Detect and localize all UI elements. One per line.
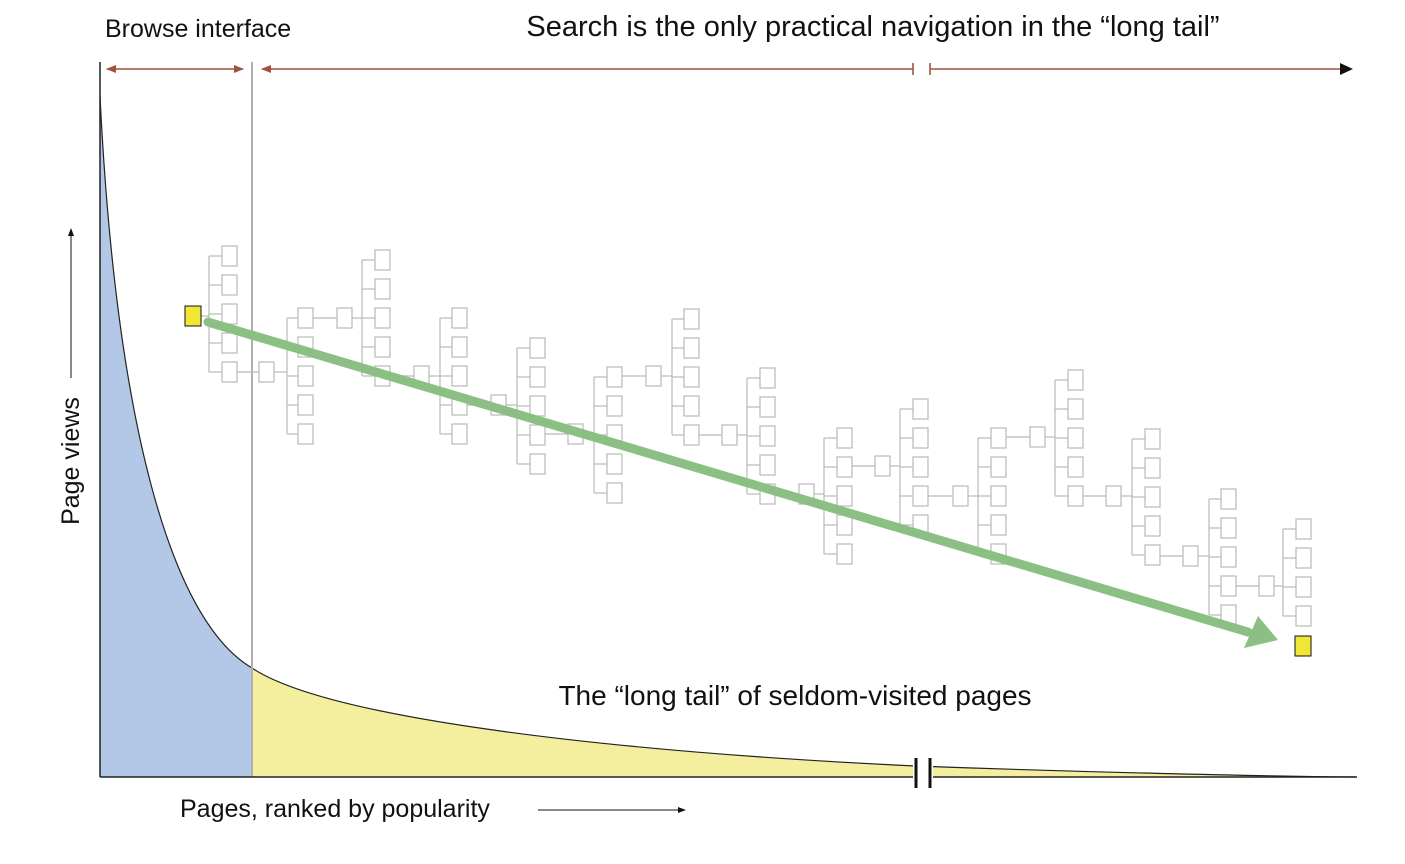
- page-node: [1295, 605, 1312, 627]
- double-bar-break-icon: [913, 758, 933, 788]
- page-node: [451, 365, 468, 387]
- page-node: [759, 425, 776, 447]
- page-node: [1258, 575, 1275, 597]
- popularity-curve: [99, 95, 1356, 778]
- page-node: [297, 423, 314, 445]
- page-node: [451, 307, 468, 329]
- page-node: [374, 307, 391, 329]
- page-node: [836, 456, 853, 478]
- site-page-tree: [201, 245, 1312, 627]
- page-node: [258, 361, 275, 383]
- page-node: [1067, 398, 1084, 420]
- page-node: [297, 365, 314, 387]
- page-node: [374, 249, 391, 271]
- page-node: [990, 427, 1007, 449]
- page-node: [1220, 488, 1237, 510]
- search-note-label: Search is the only practical navigation …: [526, 11, 1219, 43]
- page-node: [721, 424, 738, 446]
- yellow-square-icon: [184, 305, 202, 327]
- page-node: [1067, 369, 1084, 391]
- page-node: [374, 336, 391, 358]
- page-node: [529, 366, 546, 388]
- page-node: [606, 366, 623, 388]
- x-axis-label: Pages, ranked by popularity: [180, 795, 490, 823]
- page-node: [451, 336, 468, 358]
- browse-interface-label: Browse interface: [105, 15, 291, 43]
- page-node: [221, 361, 238, 383]
- page-node: [1144, 428, 1161, 450]
- page-node: [297, 307, 314, 329]
- page-node: [759, 396, 776, 418]
- page-node: [1067, 485, 1084, 507]
- page-node: [1067, 456, 1084, 478]
- page-node: [1220, 575, 1237, 597]
- page-node: [645, 365, 662, 387]
- page-node: [1295, 518, 1312, 540]
- page-node: [221, 245, 238, 267]
- page-node: [1220, 546, 1237, 568]
- page-node: [1029, 426, 1046, 448]
- page-node: [952, 485, 969, 507]
- page-node: [1144, 515, 1161, 537]
- page-node: [606, 395, 623, 417]
- page-node: [836, 485, 853, 507]
- x-axis-label-arrowhead: [678, 807, 686, 813]
- page-node: [912, 427, 929, 449]
- page-node: [912, 398, 929, 420]
- page-node: [683, 395, 700, 417]
- page-node: [606, 453, 623, 475]
- page-node: [683, 366, 700, 388]
- page-node: [1144, 486, 1161, 508]
- page-node: [529, 424, 546, 446]
- page-node: [683, 308, 700, 330]
- page-node: [336, 307, 353, 329]
- head-area: [100, 96, 252, 777]
- page-node: [912, 456, 929, 478]
- y-axis-label-arrowhead: [68, 228, 74, 236]
- page-node: [221, 274, 238, 296]
- page-node: [683, 337, 700, 359]
- page-node: [1144, 457, 1161, 479]
- page-node: [1144, 544, 1161, 566]
- page-node: [990, 514, 1007, 536]
- page-node: [683, 424, 700, 446]
- page-node: [874, 455, 891, 477]
- page-node: [836, 543, 853, 565]
- page-node: [1220, 517, 1237, 539]
- page-node: [221, 303, 238, 325]
- search-path-arrow: [203, 317, 1278, 648]
- page-node: [759, 367, 776, 389]
- page-node: [1182, 545, 1199, 567]
- page-node: [990, 456, 1007, 478]
- page-node: [1295, 547, 1312, 569]
- page-node: [606, 482, 623, 504]
- page-node: [529, 337, 546, 359]
- search-range-arrowhead: [1340, 63, 1353, 75]
- long-tail-label: The “long tail” of seldom-visited pages: [558, 680, 1031, 711]
- page-node: [836, 427, 853, 449]
- page-node: [1067, 427, 1084, 449]
- page-node: [529, 395, 546, 417]
- page-node: [990, 485, 1007, 507]
- y-axis-label: Page views: [57, 397, 85, 525]
- tail-area: [252, 668, 1355, 777]
- page-node: [912, 485, 929, 507]
- yellow-square-icon: [1294, 635, 1312, 657]
- page-node: [374, 278, 391, 300]
- page-node: [759, 454, 776, 476]
- page-node: [1105, 485, 1122, 507]
- page-node: [221, 332, 238, 354]
- page-node: [451, 423, 468, 445]
- page-node: [529, 453, 546, 475]
- page-node: [836, 514, 853, 536]
- page-node: [297, 394, 314, 416]
- page-node: [1295, 576, 1312, 598]
